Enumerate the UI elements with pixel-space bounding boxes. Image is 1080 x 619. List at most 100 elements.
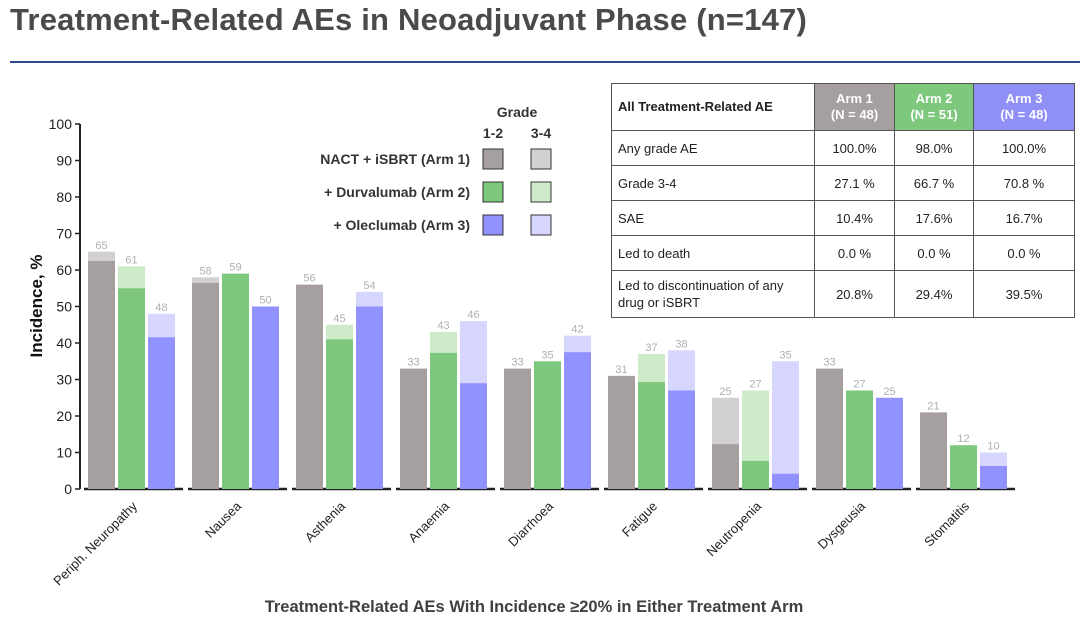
y-tick-label: 0 <box>64 481 72 497</box>
bar-grade-1-2 <box>772 473 799 489</box>
bar-grade-1-2 <box>400 368 427 489</box>
data-label: 35 <box>541 349 553 361</box>
cell-value: 66.7 % <box>894 165 974 201</box>
bar-grade-1-2 <box>504 368 531 489</box>
x-tick-label: Neutropenia <box>703 498 764 559</box>
x-tick-label: Periph. Neuropathy <box>50 498 140 588</box>
x-axis-label: Treatment-Related AEs With Incidence ≥20… <box>265 598 804 616</box>
data-label: 42 <box>571 324 583 336</box>
x-tick-label: Stomatitis <box>921 498 972 549</box>
cell-value: 29.4% <box>894 270 974 318</box>
bar-grade-3-4 <box>460 321 487 384</box>
bar-grade-3-4 <box>742 390 769 461</box>
y-tick-label: 10 <box>56 445 72 461</box>
table-header-arm3: Arm 3 (N = 48) <box>973 83 1075 131</box>
y-tick-label: 50 <box>56 299 72 315</box>
bar-grade-1-2 <box>950 445 977 489</box>
y-tick-label: 60 <box>56 262 72 278</box>
cell-value: 0.0 % <box>814 235 895 271</box>
bar-grade-1-2 <box>816 368 843 489</box>
legend-grade-1-2-header: 1-2 <box>483 125 503 141</box>
cell-value: 17.6% <box>894 200 974 236</box>
bar-grade-3-4 <box>980 452 1007 467</box>
data-label: 37 <box>645 342 657 354</box>
table-row: Grade 3-4 27.1 % 66.7 % 70.8 % <box>611 165 1075 201</box>
legend-swatch-grade-3-4 <box>530 148 552 170</box>
x-tick-label: Fatigue <box>619 499 660 540</box>
data-label: 27 <box>749 378 761 390</box>
data-label: 33 <box>823 357 835 369</box>
x-tick-label: Diarrhoea <box>505 498 557 550</box>
data-label: 25 <box>883 386 895 398</box>
data-label: 50 <box>259 295 271 307</box>
bar-grade-1-2 <box>296 284 323 489</box>
arm-name: Arm 1 <box>836 91 873 106</box>
bar-grade-1-2 <box>356 306 383 489</box>
row-label: Led to death <box>611 235 815 271</box>
data-label: 38 <box>675 338 687 350</box>
legend-swatch-grade-1-2 <box>482 181 504 203</box>
data-label: 12 <box>957 433 969 445</box>
data-label: 46 <box>467 309 479 321</box>
bar-grade-1-2 <box>148 337 175 489</box>
cell-value: 16.7% <box>973 200 1075 236</box>
legend-swatch-grade-1-2 <box>482 214 504 236</box>
legend-entry-label: NACT + iSBRT (Arm 1) <box>320 151 470 167</box>
bar-grade-1-2 <box>430 352 457 489</box>
data-label: 27 <box>853 378 865 390</box>
row-label: Grade 3-4 <box>611 165 815 201</box>
table-row: SAE 10.4% 17.6% 16.7% <box>611 200 1075 236</box>
bar-grade-1-2 <box>608 375 635 489</box>
bar-grade-1-2 <box>980 466 1007 489</box>
cell-value: 0.0 % <box>973 235 1075 271</box>
arm-n: (N = 51) <box>910 107 958 122</box>
ae-summary-table: All Treatment-Related AE Arm 1 (N = 48) A… <box>611 83 1075 318</box>
row-label: SAE <box>611 200 815 236</box>
row-label: Led to discontinuation of any drug or iS… <box>611 270 815 318</box>
data-label: 54 <box>363 280 375 292</box>
table-row: Led to death 0.0 % 0.0 % 0.0 % <box>611 235 1075 271</box>
legend-swatch-grade-3-4 <box>530 214 552 236</box>
arm-n: (N = 48) <box>830 107 879 122</box>
row-label: Any grade AE <box>611 130 815 166</box>
data-label: 48 <box>155 302 167 314</box>
bar-grade-3-4 <box>638 353 665 383</box>
y-tick-label: 70 <box>56 226 72 242</box>
legend-entry-label: + Durvalumab (Arm 2) <box>324 184 470 200</box>
y-tick-label: 30 <box>56 372 72 388</box>
bar-grade-1-2 <box>712 444 739 489</box>
table-row: Led to discontinuation of any drug or iS… <box>611 270 1075 318</box>
data-label: 45 <box>333 313 345 325</box>
bar-grade-3-4 <box>118 266 145 289</box>
table-header-row: All Treatment-Related AE Arm 1 (N = 48) A… <box>611 83 1075 131</box>
y-tick-label: 80 <box>56 189 72 205</box>
arm-name: Arm 3 <box>1005 91 1043 106</box>
x-tick-label: Asthenia <box>302 498 349 545</box>
arm-n: (N = 48) <box>1000 107 1048 122</box>
data-label: 58 <box>199 265 211 277</box>
legend-grade-3-4-header: 3-4 <box>531 125 551 141</box>
bar-grade-1-2 <box>638 382 665 489</box>
bar-grade-1-2 <box>222 273 249 489</box>
bar-grade-3-4 <box>88 251 115 261</box>
legend-grade-title: Grade <box>497 104 538 120</box>
data-label: 59 <box>229 262 241 274</box>
table-header-arm2: Arm 2 (N = 51) <box>894 83 974 131</box>
data-label: 33 <box>407 357 419 369</box>
data-label: 61 <box>125 254 137 266</box>
data-label: 10 <box>987 441 999 453</box>
bar-grade-3-4 <box>712 397 739 445</box>
bar-grade-3-4 <box>668 350 695 391</box>
bar-grade-3-4 <box>564 335 591 353</box>
table-header-arm1: Arm 1 (N = 48) <box>814 83 895 131</box>
legend-swatch-grade-3-4 <box>530 181 552 203</box>
bar-grade-3-4 <box>772 361 799 474</box>
bar-grade-1-2 <box>876 397 903 489</box>
bar-grade-3-4 <box>356 291 383 307</box>
legend-entry-label: + Oleclumab (Arm 3) <box>333 217 470 233</box>
y-tick-label: 40 <box>56 335 72 351</box>
bar-grade-1-2 <box>668 390 695 489</box>
bar-grade-1-2 <box>326 339 353 489</box>
cell-value: 39.5% <box>973 270 1075 318</box>
bar-grade-1-2 <box>88 260 115 489</box>
